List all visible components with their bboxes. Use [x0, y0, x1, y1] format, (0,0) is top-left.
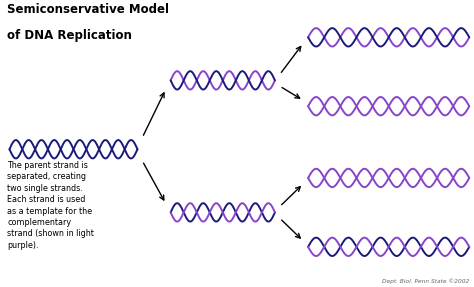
Text: The parent strand is
separated, creating
two single strands.
Each strand is used: The parent strand is separated, creating…: [7, 161, 94, 250]
Text: Semiconservative Model: Semiconservative Model: [7, 3, 169, 16]
Text: of DNA Replication: of DNA Replication: [7, 29, 132, 42]
Text: Dept. Biol. Penn State ©2002: Dept. Biol. Penn State ©2002: [382, 278, 469, 284]
